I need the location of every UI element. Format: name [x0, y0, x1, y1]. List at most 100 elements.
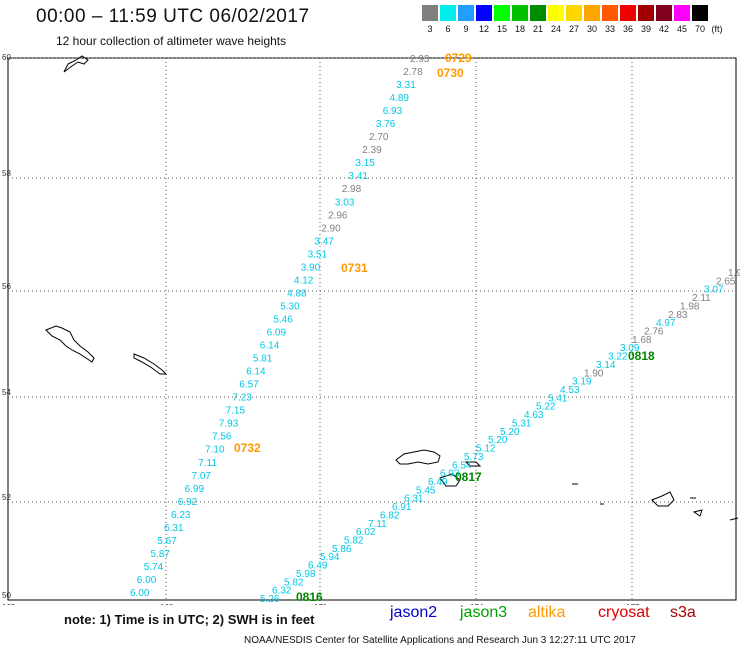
- lon-tick-label: 165: [2, 603, 16, 605]
- wave-height-legend: 3 6 9 12 15 18 21 24 27 30 33 36 39 42 45 70 (ft): [422, 5, 727, 39]
- pass-time-altika: 0731: [341, 261, 368, 275]
- swh-label: 5.67: [157, 536, 177, 547]
- swh-label: 5.74: [144, 562, 164, 573]
- swh-label: 4.88: [287, 288, 307, 299]
- swh-label: 5.20: [488, 435, 508, 446]
- swh-label: 6.31: [164, 523, 184, 534]
- swh-label: 2.70: [369, 132, 389, 143]
- legend-swatch-12: [476, 5, 492, 21]
- swh-label: 4.53: [560, 385, 580, 396]
- coastline-small-islet-4: [692, 509, 703, 517]
- legend-swatch-9: [458, 5, 474, 21]
- swh-label: 3.09: [620, 343, 640, 354]
- pass-time-jason3: 0816: [296, 590, 323, 604]
- lon-tick-label: 174: [470, 603, 484, 605]
- coastline-commander-island-2: [133, 353, 168, 375]
- swh-label: 3.31: [396, 80, 416, 91]
- legend-swatch-18: [512, 5, 528, 21]
- swh-label: 6.00: [137, 575, 157, 586]
- swh-label: 6.49: [428, 477, 448, 488]
- footer-credit: NOAA/NESDIS Center for Satellite Applica…: [244, 635, 636, 646]
- coastline-attu-island: [395, 449, 441, 465]
- swh-label: 5.26: [260, 594, 280, 605]
- legend-label-30: 30: [586, 24, 597, 34]
- swh-label: 4.63: [524, 410, 544, 421]
- swh-label: 2.78: [403, 67, 423, 78]
- legend-swatch-45: [674, 5, 690, 21]
- coastlines: [45, 55, 739, 521]
- swh-label: 3.14: [596, 360, 616, 371]
- coastline-semichi-island: [464, 461, 482, 467]
- swh-label: 3.51: [308, 249, 328, 260]
- swh-label: 5.98: [296, 569, 316, 580]
- swh-label: 1.98: [680, 301, 700, 312]
- swh-label: 2.93: [410, 54, 430, 65]
- swh-label: 5.31: [512, 419, 532, 430]
- legend-label-18: 18: [514, 24, 525, 34]
- lat-tick-label: 54: [2, 388, 11, 397]
- track-a-labels: 2.93 2.78 3.31 4.89 6.93 3.76 2.70 2.39 3.15 3.41…: [130, 54, 430, 599]
- swh-label: 6.32: [272, 586, 292, 597]
- swh-label: 5.81: [253, 354, 273, 365]
- legend-label-24: 24: [550, 24, 561, 34]
- swh-label: 7.56: [212, 432, 232, 443]
- legend-swatch-36: [620, 5, 636, 21]
- swh-label: 7.10: [205, 445, 225, 456]
- legend-label-3: 3: [427, 24, 433, 34]
- lat-tick-label: 56: [2, 282, 11, 291]
- swh-label: 6.93: [383, 106, 403, 117]
- swh-label: 7.11: [198, 458, 217, 469]
- coastline-agattu-island: [439, 473, 461, 487]
- lon-tick-label: 171: [314, 603, 328, 605]
- legend-label-45: 45: [676, 24, 687, 34]
- track-b-labels: 5.266.325.825.986.495.945.865.826.027.11…: [260, 268, 740, 605]
- satellite-altika: altika: [528, 604, 566, 621]
- coastline-kiska-island: [651, 491, 675, 507]
- swh-label: 5.82: [284, 577, 304, 588]
- swh-label: 3.41: [349, 171, 369, 182]
- swh-label: 2.11: [692, 293, 711, 304]
- lat-tick-label: 52: [2, 493, 11, 502]
- swh-label: 5.73: [464, 452, 484, 463]
- legend-label-12: 12: [478, 24, 489, 34]
- legend-swatch-33: [602, 5, 618, 21]
- swh-label: 5.87: [151, 549, 171, 560]
- swh-label: 3.15: [355, 158, 375, 169]
- lon-tick-label: 168: [160, 603, 174, 605]
- swh-label: 6.91: [392, 502, 412, 513]
- swh-label: 6.99: [185, 484, 205, 495]
- swh-label: 5.41: [548, 393, 568, 404]
- swh-label: 3.47: [314, 236, 334, 247]
- swh-label: 7.93: [219, 419, 239, 430]
- lat-tick-label: 60: [2, 53, 11, 62]
- legend-label-15: 15: [496, 24, 507, 34]
- legend-swatch-27: [566, 5, 582, 21]
- swh-label: 5.20: [500, 427, 520, 438]
- legend-label-27: 27: [568, 24, 579, 34]
- lat-tick-label: 58: [2, 169, 11, 178]
- swh-label: 5.30: [280, 302, 300, 313]
- coastline-small-islet-5: [729, 517, 739, 521]
- legend-label-21: 21: [532, 24, 543, 34]
- swh-label: 5.45: [416, 485, 436, 496]
- legend-label-70: 70: [694, 24, 705, 34]
- swh-label: 3.22: [608, 352, 628, 363]
- swh-label: 3.03: [335, 197, 355, 208]
- legend-label-36: 36: [622, 24, 633, 34]
- swh-label: 6.92: [178, 497, 198, 508]
- legend-swatch-24: [548, 5, 564, 21]
- satellite-s3a: s3a: [670, 604, 696, 621]
- legend-label-6: 6: [445, 24, 451, 34]
- wave-height-map: 165 168 171 174 177 50 52 54 56 58 60 2.93 2.78 3.31…: [2, 51, 740, 605]
- note-text: note: 1) Time is in UTC; 2) SWH is in fe…: [64, 612, 315, 627]
- swh-label: 6.54: [452, 460, 472, 471]
- lat-lon-grid: 165 168 171 174 177 50 52 54 56 58 60: [2, 53, 737, 605]
- satellite-cryosat: cryosat: [598, 604, 650, 621]
- swh-label: 6.93: [440, 469, 460, 480]
- swh-label: 6.49: [308, 561, 328, 572]
- legend-label-33: 33: [604, 24, 615, 34]
- legend-unit: (ft): [711, 24, 723, 34]
- legend-label-39: 39: [640, 24, 651, 34]
- pass-time-altika: 0729: [445, 51, 472, 65]
- coastline-commander-island-1: [45, 325, 95, 363]
